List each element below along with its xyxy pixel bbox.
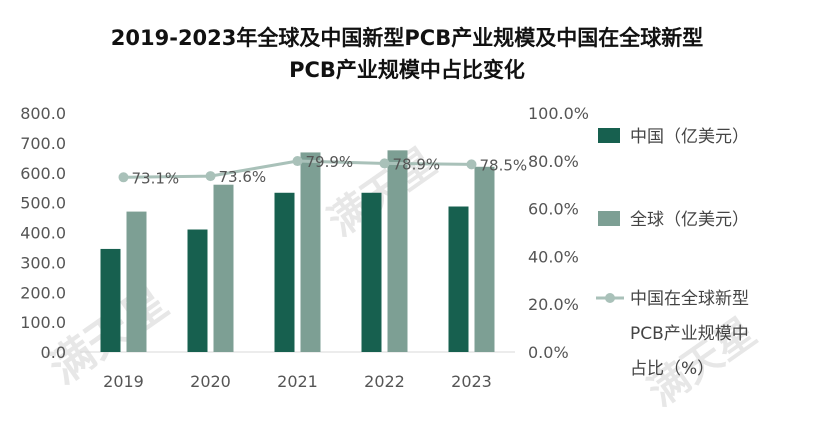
bar-global-2021 <box>300 152 321 352</box>
share-point-2019 <box>118 172 129 183</box>
left-axis-tick-label: 700.0 <box>20 134 66 153</box>
right-axis-tick-label: 0.0% <box>528 343 569 362</box>
left-axis-tick-label: 300.0 <box>20 253 66 272</box>
bar-global-2022 <box>387 150 408 352</box>
bar-china-2020 <box>187 229 208 352</box>
share-point-2023 <box>466 159 477 170</box>
right-axis-tick-label: 80.0% <box>528 152 579 171</box>
share-data-label: 79.9% <box>306 153 354 171</box>
right-axis-tick-label: 60.0% <box>528 200 579 219</box>
x-axis-tick-label: 2019 <box>103 372 144 391</box>
legend-label-global: 全球（亿美元） <box>630 210 749 230</box>
legend-label-share-line-2: PCB产业规模中 <box>630 324 749 344</box>
x-axis-tick-label: 2020 <box>190 372 231 391</box>
right-axis-tick-label: 20.0% <box>528 295 579 314</box>
bar-china-2021 <box>274 192 295 352</box>
share-point-2020 <box>205 171 216 182</box>
share-data-label: 78.5% <box>480 156 528 174</box>
bar-global-2019 <box>126 211 147 352</box>
legend-swatch-china <box>598 128 620 143</box>
share-data-label: 73.6% <box>219 168 267 186</box>
x-axis-tick-label: 2022 <box>364 372 405 391</box>
share-point-2022 <box>379 158 390 169</box>
legend-swatch-global <box>598 211 620 226</box>
x-axis-tick-label: 2021 <box>277 372 318 391</box>
right-axis-tick-label: 100.0% <box>528 104 589 123</box>
share-data-label: 78.9% <box>393 155 441 173</box>
left-axis-tick-label: 600.0 <box>20 164 66 183</box>
chart-title-line-1: 2019-2023年全球及中国新型PCB产业规模及中国在全球新型 <box>110 26 704 50</box>
bar-china-2023 <box>448 206 469 352</box>
left-axis-tick-label: 800.0 <box>20 104 66 123</box>
bar-china-2019 <box>100 248 121 352</box>
chart-title: 2019-2023年全球及中国新型PCB产业规模及中国在全球新型 PCB产业规模… <box>0 22 814 86</box>
bar-china-2022 <box>361 192 382 352</box>
x-axis-tick-label: 2023 <box>451 372 492 391</box>
legend-label-share-line-1: 中国在全球新型 <box>630 289 749 309</box>
share-point-2021 <box>292 156 303 167</box>
right-axis-tick-label: 40.0% <box>528 247 579 266</box>
share-data-label: 73.1% <box>132 169 180 187</box>
left-axis-tick-label: 400.0 <box>20 224 66 243</box>
legend-label-china: 中国（亿美元） <box>630 127 749 147</box>
left-axis-tick-label: 100.0 <box>20 313 66 332</box>
chart-title-line-2: PCB产业规模中占比变化 <box>289 58 525 82</box>
left-axis-tick-label: 500.0 <box>20 194 66 213</box>
left-axis-tick-label: 0.0 <box>41 343 66 362</box>
legend-label-share-line-3: 占比（%） <box>630 359 714 379</box>
bar-global-2020 <box>213 184 234 352</box>
bar-global-2023 <box>474 166 495 352</box>
legend-swatch-share-marker <box>605 293 615 303</box>
left-axis-tick-label: 200.0 <box>20 283 66 302</box>
